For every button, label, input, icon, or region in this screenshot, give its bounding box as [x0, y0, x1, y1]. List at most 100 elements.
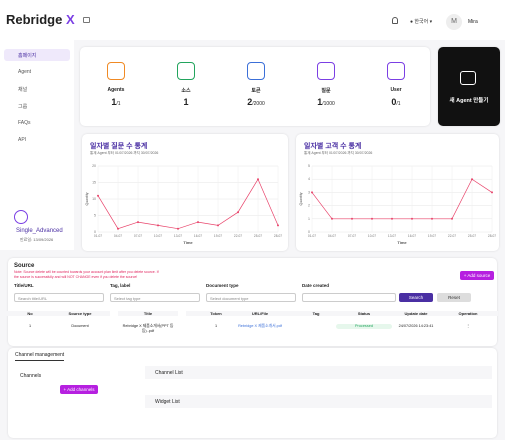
table-header: Token	[186, 311, 246, 316]
table-header: URL/File	[230, 311, 290, 316]
nav-item[interactable]: 그룹	[18, 104, 28, 110]
language[interactable]: ● 한국어 ▾	[410, 19, 433, 25]
point	[451, 217, 453, 220]
table-cell: 1	[28, 324, 32, 328]
filter-label: Tag, label	[110, 283, 131, 288]
chart-subtitle: 통계 Agent 부터 01/07/2026 까지 30/07/2026	[304, 151, 373, 155]
stat-icon	[247, 62, 265, 80]
chart-card: 일자별 고객 수 통계 통계 Agent 부터 01/07/2026 까지 30/…	[296, 134, 499, 251]
point	[157, 224, 159, 227]
stat-label: User	[390, 87, 402, 93]
x-tick-label: 13-07	[388, 234, 396, 238]
stat-label: Agents	[107, 87, 125, 93]
stat-icon	[317, 62, 335, 80]
bell-icon[interactable]	[392, 17, 398, 24]
header: Rebridge X ● 한국어 ▾ M Mira	[0, 0, 505, 40]
point	[177, 227, 179, 230]
point	[311, 191, 313, 194]
plan-icon	[14, 210, 28, 224]
create-label: 새 Agent 만들기	[449, 98, 489, 104]
point	[351, 217, 353, 220]
stat-icon	[177, 62, 195, 80]
x-tick-label: 07-07	[348, 234, 356, 238]
x-tick-label: 19-07	[214, 234, 222, 238]
x-tick-label: 28-07	[488, 234, 496, 238]
stat-label: 질문	[321, 88, 331, 94]
filter-label: Date created	[302, 283, 330, 288]
search-button[interactable]: Search	[399, 293, 433, 302]
create-agent[interactable]: 새 Agent 만들기	[438, 47, 500, 126]
point	[471, 178, 473, 181]
avatar[interactable]: M	[446, 14, 462, 30]
channel-list: Channel List	[155, 370, 183, 376]
filter-input[interactable]: Search title/URL	[14, 293, 104, 302]
x-tick-label: 22-07	[234, 234, 242, 238]
x-tick-label: 22-07	[448, 234, 456, 238]
stat-label: 소스	[181, 88, 191, 94]
stat-number: 0	[391, 97, 397, 107]
x-tick-label: 01-07	[94, 234, 102, 238]
channel-tab[interactable]: Channel management	[15, 352, 65, 361]
filter-label: Document type	[206, 283, 239, 288]
y-tick-label: 5	[308, 164, 310, 168]
y-tick-label: 5	[94, 214, 96, 218]
add-source[interactable]: + Add source	[460, 271, 494, 280]
table-cell[interactable]: Rebridge X 제품소개서.pdf	[238, 324, 282, 328]
y-tick-label: 0	[94, 230, 96, 234]
table-cell[interactable]: ⋮	[466, 324, 470, 328]
filter-input[interactable]: Select tag type	[110, 293, 200, 302]
nav-item[interactable]: FAQs	[18, 120, 31, 126]
x-tick-label: 07-07	[134, 234, 142, 238]
table-cell: 1	[214, 324, 218, 328]
point	[257, 178, 259, 181]
x-axis-label: Time	[183, 240, 193, 245]
table-cell: Document	[71, 324, 89, 328]
x-tick-label: 13-07	[174, 234, 182, 238]
source-title: Source	[14, 263, 35, 269]
table-cell: Rebridge X 제품소개서(PPT 등등)..pdf	[122, 324, 174, 333]
x-tick-label: 16-07	[194, 234, 202, 238]
x-tick-label: 25-07	[468, 234, 476, 238]
reset-button[interactable]: Reset	[437, 293, 471, 302]
plan: Single_Advanced	[16, 228, 63, 234]
nav-item[interactable]: Agent	[18, 69, 32, 75]
logo: Rebridge X	[6, 12, 75, 27]
filter-input[interactable]	[302, 293, 396, 302]
point	[237, 211, 239, 214]
y-tick-label: 2	[308, 204, 310, 208]
y-tick-label: 1	[308, 217, 310, 221]
stat-number: 1	[317, 97, 323, 107]
point	[391, 217, 393, 220]
y-tick-label: 15	[92, 181, 96, 185]
chart-title: 일자별 고객 수 통계	[304, 143, 362, 150]
point	[137, 221, 139, 224]
stat-value: 1/1000	[296, 97, 356, 107]
line	[97, 178, 279, 230]
nav-item[interactable]: API	[18, 137, 27, 143]
table-header: Status	[334, 311, 394, 316]
stat-label: 토큰	[251, 88, 261, 94]
chart-title: 일자별 질문 수 통계	[90, 143, 148, 150]
point	[371, 217, 373, 220]
menu-toggle[interactable]	[83, 17, 90, 23]
channel-card: Channel management Channels + Add channe…	[8, 348, 497, 438]
add-channels[interactable]: + Add channels	[60, 385, 98, 394]
x-tick-label: 10-07	[154, 234, 162, 238]
logo-text: Rebridge	[6, 12, 63, 27]
point	[431, 217, 433, 220]
point	[197, 221, 199, 224]
table-header: Source type	[50, 311, 110, 316]
stats-card: Agents 1/1 소스 1 토큰 2/2000 질문 1/1000 User 0/1	[80, 47, 430, 126]
y-tick-label: 20	[92, 164, 96, 168]
stat-limit: /1	[396, 101, 401, 107]
y-tick-label: 0	[308, 230, 310, 234]
logo-accent: X	[65, 12, 75, 27]
source-card: Source Note: Source delete will be count…	[0, 258, 498, 346]
nav-item[interactable]: 홈페이지	[4, 49, 70, 61]
filter-label: Title/URL	[14, 283, 34, 288]
stat-value: 1	[156, 97, 216, 107]
nav-item[interactable]: 채널	[18, 87, 28, 93]
stat-value: 0/1	[366, 97, 426, 107]
filter-input[interactable]: Select document type	[206, 293, 296, 302]
x-tick-label: 04-07	[328, 234, 336, 238]
